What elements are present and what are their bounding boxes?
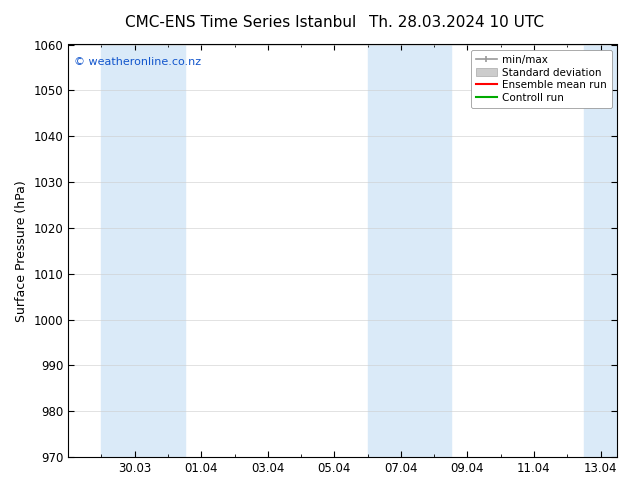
Bar	[368, 45, 451, 457]
Text: CMC-ENS Time Series Istanbul: CMC-ENS Time Series Istanbul	[126, 15, 356, 30]
Legend: min/max, Standard deviation, Ensemble mean run, Controll run: min/max, Standard deviation, Ensemble me…	[470, 49, 612, 108]
Bar	[101, 45, 184, 457]
Bar	[584, 45, 617, 457]
Text: Th. 28.03.2024 10 UTC: Th. 28.03.2024 10 UTC	[369, 15, 544, 30]
Y-axis label: Surface Pressure (hPa): Surface Pressure (hPa)	[15, 180, 28, 322]
Text: © weatheronline.co.nz: © weatheronline.co.nz	[74, 57, 201, 67]
